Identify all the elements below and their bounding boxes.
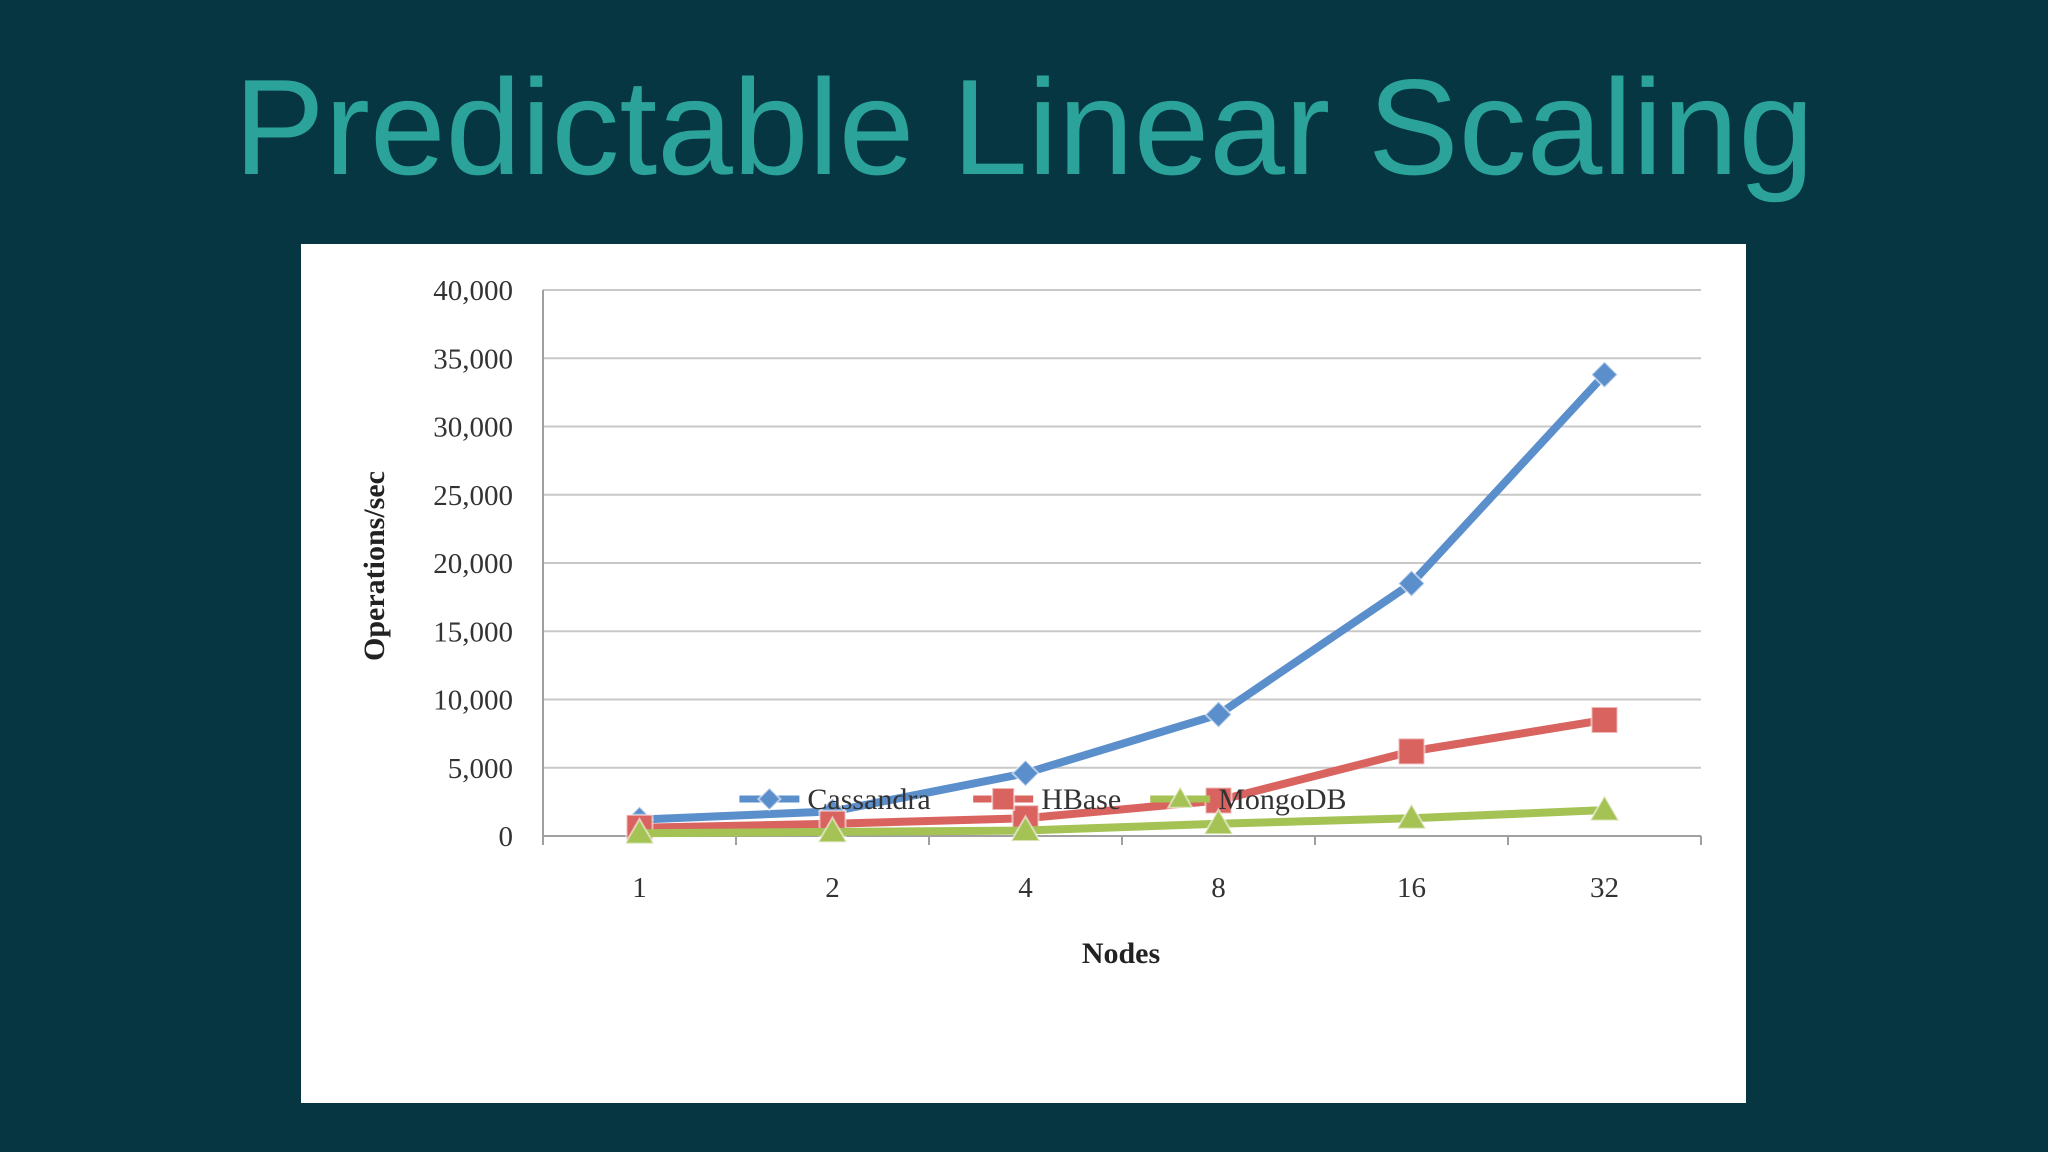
data-point-cassandra [1011,758,1040,788]
y-tick-label: 25,000 [433,480,513,512]
data-point-cassandra [1204,700,1233,729]
y-tick-label: 35,000 [433,343,513,375]
legend-marker-cassandra [756,786,782,812]
legend-item-hbase: HBase [973,783,1121,816]
slide-title: Predictable Linear Scaling [233,51,1815,203]
y-tick-label: 0 [499,821,514,853]
x-tick-labels: 1 2 4 8 16 32 [632,872,1619,904]
data-point-mongodb [1009,814,1042,842]
chart-frame: 0 5,000 10,000 15,000 20,000 25,000 30,000 35,0… [301,244,1746,1103]
data-point-hbase [1590,705,1619,734]
data-point-cassandra [1397,569,1426,598]
data-point-mongodb [816,815,849,844]
data-point-mongodb [1202,807,1235,836]
data-point-mongodb [1395,801,1428,830]
series-mongodb [623,793,1621,845]
data-point-cassandra [1590,360,1619,390]
y-tick-label: 10,000 [433,685,513,717]
y-tick-label: 5,000 [448,753,513,785]
legend: Cassandra HBase MongoDB [739,783,1347,816]
data-point-hbase [1397,737,1426,766]
y-tick-label: 20,000 [433,548,513,580]
x-tick-label: 2 [825,872,840,904]
series-cassandra [625,360,1619,835]
series-line-mongodb [635,806,1609,838]
x-tick-label: 32 [1590,872,1619,904]
gridlines [543,289,1701,769]
legend-marker-mongodb [1166,784,1195,809]
x-tick-label: 1 [632,872,647,904]
x-axis-title: Nodes [1082,937,1160,970]
legend-item-mongodb: MongoDB [1150,783,1347,816]
y-axis-title: Operations/sec [358,471,391,661]
legend-marker-hbase [991,787,1016,811]
y-tick-label: 30,000 [433,412,513,444]
x-tick-label: 16 [1397,872,1426,904]
legend-label: HBase [1041,783,1121,816]
series-line-hbase [635,715,1609,832]
y-tick-label: 40,000 [433,275,513,307]
series-hbase [625,705,1619,842]
x-tick-label: 8 [1211,872,1226,904]
legend-item-cassandra: Cassandra [739,783,931,816]
x-tick-label: 4 [1018,872,1033,904]
y-tick-label: 15,000 [433,616,513,648]
axes [542,290,1702,845]
series [623,360,1621,845]
data-point-mongodb [1588,793,1621,822]
series-line-cassandra [635,370,1609,824]
legend-label: Cassandra [807,783,930,816]
data-point-mongodb [623,816,656,845]
legend-label: MongoDB [1218,783,1346,816]
line-chart: 0 5,000 10,000 15,000 20,000 25,000 30,000 35,0… [358,275,1702,970]
y-tick-labels: 0 5,000 10,000 15,000 20,000 25,000 30,000 35,0… [433,275,513,853]
